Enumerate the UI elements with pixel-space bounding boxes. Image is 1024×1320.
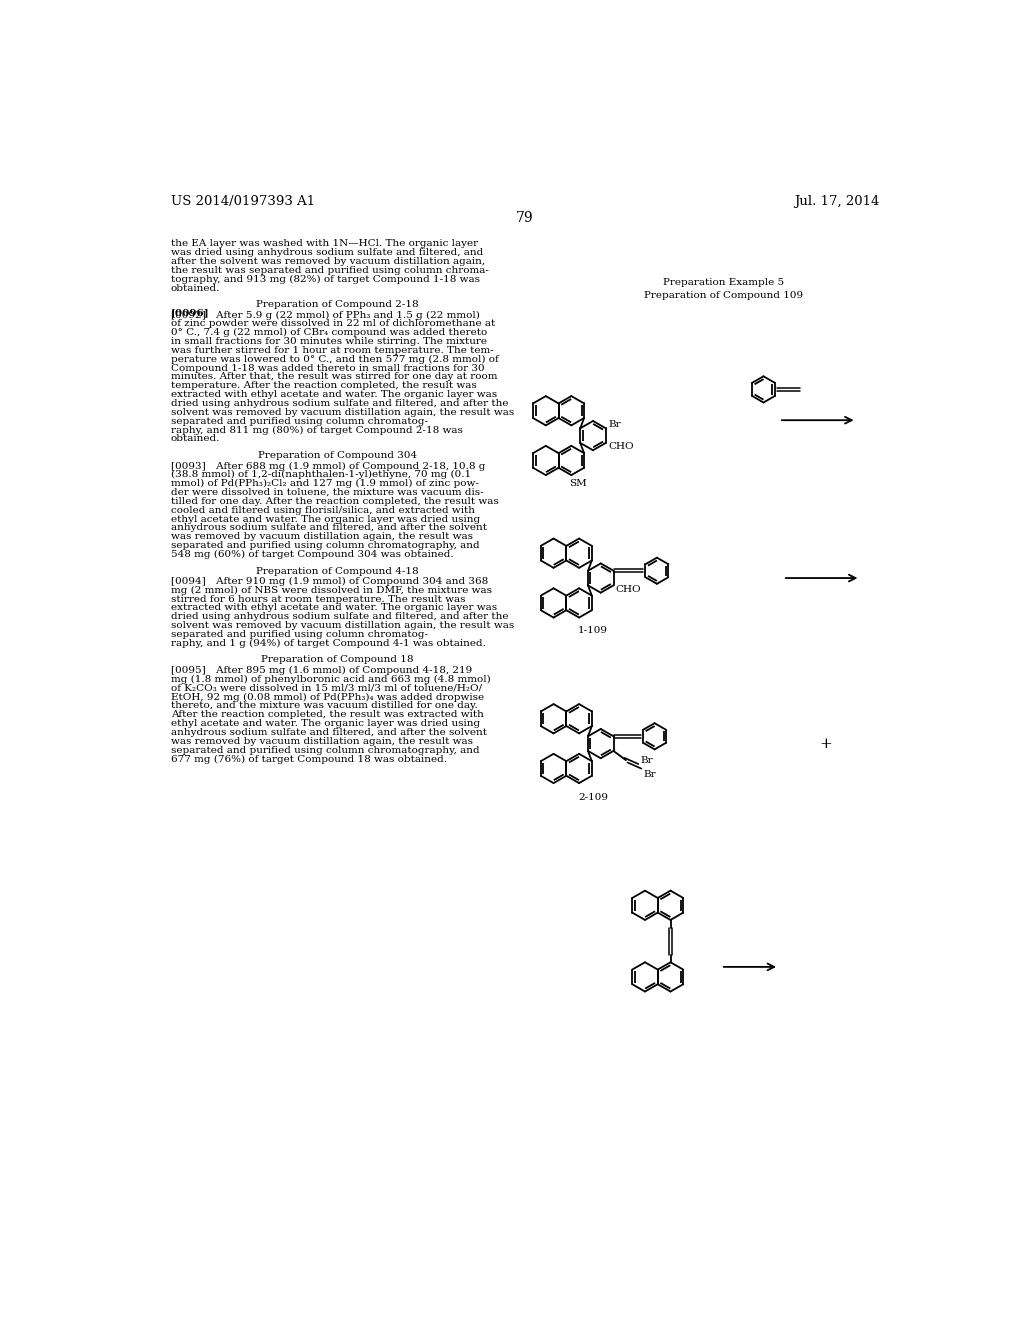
Text: 548 mg (60%) of target Compound 304 was obtained.: 548 mg (60%) of target Compound 304 was … (171, 550, 454, 560)
Text: CHO: CHO (608, 442, 634, 451)
Text: [0096]: [0096] (171, 308, 209, 317)
Text: Compound 1-18 was added thereto in small fractions for 30: Compound 1-18 was added thereto in small… (171, 363, 484, 372)
Text: mmol) of Pd(PPh₃)₂Cl₂ and 127 mg (1.9 mmol) of zinc pow-: mmol) of Pd(PPh₃)₂Cl₂ and 127 mg (1.9 mm… (171, 479, 478, 488)
Text: raphy, and 811 mg (80%) of target Compound 2-18 was: raphy, and 811 mg (80%) of target Compou… (171, 425, 463, 434)
Text: minutes. After that, the result was stirred for one day at room: minutes. After that, the result was stir… (171, 372, 497, 381)
Text: the EA layer was washed with 1N—HCl. The organic layer: the EA layer was washed with 1N—HCl. The… (171, 239, 478, 248)
Text: separated and purified using column chromatog-: separated and purified using column chro… (171, 630, 428, 639)
Text: temperature. After the reaction completed, the result was: temperature. After the reaction complete… (171, 381, 476, 391)
Text: perature was lowered to 0° C., and then 577 mg (2.8 mmol) of: perature was lowered to 0° C., and then … (171, 355, 499, 364)
Text: of K₂CO₃ were dissolved in 15 ml/3 ml/3 ml of toluene/H₂O/: of K₂CO₃ were dissolved in 15 ml/3 ml/3 … (171, 684, 481, 693)
Text: separated and purified using column chromatography, and: separated and purified using column chro… (171, 541, 479, 550)
Text: 0° C., 7.4 g (22 mmol) of CBr₄ compound was added thereto: 0° C., 7.4 g (22 mmol) of CBr₄ compound … (171, 329, 486, 338)
Text: Br: Br (644, 770, 656, 779)
Text: cooled and filtered using florisil/silica, and extracted with: cooled and filtered using florisil/silic… (171, 506, 475, 515)
Text: in small fractions for 30 minutes while stirring. The mixture: in small fractions for 30 minutes while … (171, 337, 486, 346)
Text: dried using anhydrous sodium sulfate and filtered, and after the: dried using anhydrous sodium sulfate and… (171, 399, 508, 408)
Text: Preparation Example 5: Preparation Example 5 (663, 277, 783, 286)
Text: extracted with ethyl acetate and water. The organic layer was: extracted with ethyl acetate and water. … (171, 391, 497, 399)
Text: solvent was removed by vacuum distillation again, the result was: solvent was removed by vacuum distillati… (171, 622, 514, 630)
Text: ethyl acetate and water. The organic layer was dried using: ethyl acetate and water. The organic lay… (171, 515, 480, 524)
Text: [0094] After 910 mg (1.9 mmol) of Compound 304 and 368: [0094] After 910 mg (1.9 mmol) of Compou… (171, 577, 487, 586)
Text: 1-109: 1-109 (578, 626, 608, 635)
Text: extracted with ethyl acetate and water. The organic layer was: extracted with ethyl acetate and water. … (171, 603, 497, 612)
Text: CHO: CHO (615, 585, 641, 594)
Text: separated and purified using column chromatography, and: separated and purified using column chro… (171, 746, 479, 755)
Text: +: + (819, 737, 831, 751)
Text: obtained.: obtained. (171, 434, 220, 444)
Text: obtained.: obtained. (171, 284, 220, 293)
Text: Br: Br (608, 420, 621, 429)
Text: der were dissolved in toluene, the mixture was vacuum dis-: der were dissolved in toluene, the mixtu… (171, 488, 483, 496)
Text: after the solvent was removed by vacuum distillation again,: after the solvent was removed by vacuum … (171, 257, 484, 265)
Text: was removed by vacuum distillation again, the result was: was removed by vacuum distillation again… (171, 737, 473, 746)
Text: Br: Br (641, 755, 653, 764)
Text: Preparation of Compound 18: Preparation of Compound 18 (261, 656, 414, 664)
Text: thereto, and the mixture was vacuum distilled for one day.: thereto, and the mixture was vacuum dist… (171, 701, 477, 710)
Text: 79: 79 (516, 211, 534, 224)
Text: US 2014/0197393 A1: US 2014/0197393 A1 (171, 195, 314, 209)
Text: anhydrous sodium sulfate and filtered, and after the solvent: anhydrous sodium sulfate and filtered, a… (171, 727, 486, 737)
Text: separated and purified using column chromatog-: separated and purified using column chro… (171, 417, 428, 426)
Text: tilled for one day. After the reaction completed, the result was: tilled for one day. After the reaction c… (171, 496, 499, 506)
Text: [0093] After 688 mg (1.9 mmol) of Compound 2-18, 10.8 g: [0093] After 688 mg (1.9 mmol) of Compou… (171, 462, 485, 470)
Text: Preparation of Compound 4-18: Preparation of Compound 4-18 (256, 566, 419, 576)
Text: was removed by vacuum distillation again, the result was: was removed by vacuum distillation again… (171, 532, 473, 541)
Text: [0092] After 5.9 g (22 mmol) of PPh₃ and 1.5 g (22 mmol): [0092] After 5.9 g (22 mmol) of PPh₃ and… (171, 310, 479, 319)
Text: Jul. 17, 2014: Jul. 17, 2014 (795, 195, 880, 209)
Text: After the reaction completed, the result was extracted with: After the reaction completed, the result… (171, 710, 483, 719)
Text: EtOH, 92 mg (0.08 mmol) of Pd(PPh₃)₄ was added dropwise: EtOH, 92 mg (0.08 mmol) of Pd(PPh₃)₄ was… (171, 693, 483, 701)
Text: [0095] After 895 mg (1.6 mmol) of Compound 4-18, 219: [0095] After 895 mg (1.6 mmol) of Compou… (171, 665, 472, 675)
Text: was further stirred for 1 hour at room temperature. The tem-: was further stirred for 1 hour at room t… (171, 346, 494, 355)
Text: ethyl acetate and water. The organic layer was dried using: ethyl acetate and water. The organic lay… (171, 719, 480, 727)
Text: the result was separated and purified using column chroma-: the result was separated and purified us… (171, 265, 488, 275)
Text: tography, and 913 mg (82%) of target Compound 1-18 was: tography, and 913 mg (82%) of target Com… (171, 275, 479, 284)
Text: stirred for 6 hours at room temperature. The result was: stirred for 6 hours at room temperature.… (171, 594, 465, 603)
Text: Preparation of Compound 109: Preparation of Compound 109 (644, 290, 803, 300)
Text: SM: SM (568, 479, 587, 488)
Text: solvent was removed by vacuum distillation again, the result was: solvent was removed by vacuum distillati… (171, 408, 514, 417)
Text: raphy, and 1 g (94%) of target Compound 4-1 was obtained.: raphy, and 1 g (94%) of target Compound … (171, 639, 485, 648)
Text: mg (2 mmol) of NBS were dissolved in DMF, the mixture was: mg (2 mmol) of NBS were dissolved in DMF… (171, 586, 492, 595)
Text: was dried using anhydrous sodium sulfate and filtered, and: was dried using anhydrous sodium sulfate… (171, 248, 483, 257)
Text: anhydrous sodium sulfate and filtered, and after the solvent: anhydrous sodium sulfate and filtered, a… (171, 524, 486, 532)
Text: (38.8 mmol) of 1,2-di(naphthalen-1-yl)ethyne, 70 mg (0.1: (38.8 mmol) of 1,2-di(naphthalen-1-yl)et… (171, 470, 471, 479)
Text: 2-109: 2-109 (578, 793, 608, 801)
Text: 677 mg (76%) of target Compound 18 was obtained.: 677 mg (76%) of target Compound 18 was o… (171, 755, 446, 763)
Text: Preparation of Compound 2-18: Preparation of Compound 2-18 (256, 300, 419, 309)
Text: of zinc powder were dissolved in 22 ml of dichloromethane at: of zinc powder were dissolved in 22 ml o… (171, 319, 495, 329)
Text: mg (1.8 mmol) of phenylboronic acid and 663 mg (4.8 mmol): mg (1.8 mmol) of phenylboronic acid and … (171, 675, 490, 684)
Text: dried using anhydrous sodium sulfate and filtered, and after the: dried using anhydrous sodium sulfate and… (171, 612, 508, 622)
Text: Preparation of Compound 304: Preparation of Compound 304 (258, 451, 417, 459)
